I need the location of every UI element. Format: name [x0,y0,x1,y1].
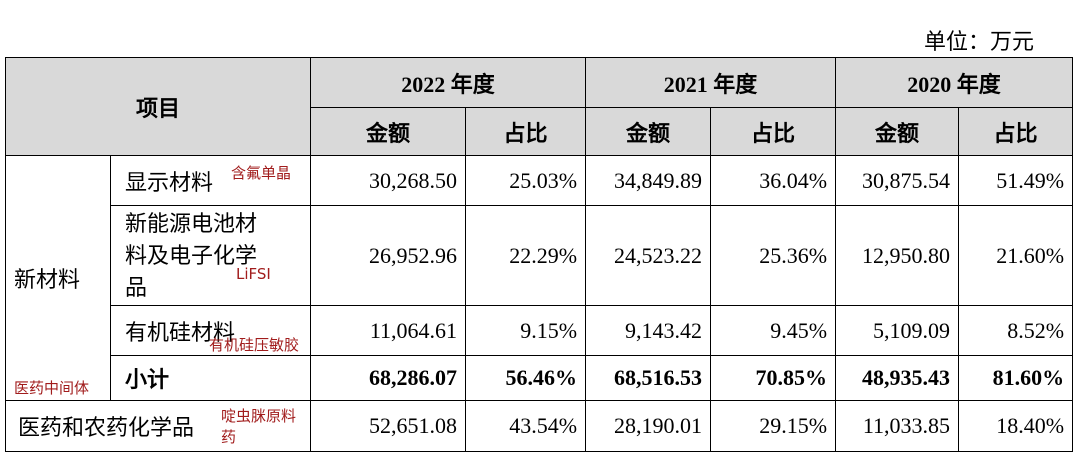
annotation: 含氟单晶 [231,164,292,182]
value-cell: 21.60% [958,205,1074,306]
year-header: 2022 年度 [310,57,587,108]
value-cell: 24,523.22 [585,205,712,306]
value-cell: 8.52% [958,305,1074,356]
table-row: 小计 68,286.07 56.46% 68,516.53 70.85% 48,935.4… [6,355,1074,401]
value-cell: 9.15% [465,305,587,356]
table-row: 新材料 医药中间体 显示材料 含氟单晶 30,268.50 25.03% 34,849.89… [5,155,1074,401]
value-cell: 28,190.01 [585,400,712,452]
annotation: 医药中间体 [14,379,90,397]
value-cell: 25.36% [710,205,837,306]
column-header: 金额 [835,107,960,156]
annotation: 有机硅压敏胶 [209,336,300,354]
annotation: 啶虫脒原料药 [221,407,297,446]
value-cell: 30,875.54 [835,155,960,206]
value-cell: 48,935.43 [835,355,960,401]
value-cell: 30,268.50 [310,155,467,206]
value-cell: 56.46% [465,355,587,401]
value-cell: 9,143.42 [585,305,712,356]
value-cell: 11,064.61 [310,305,467,356]
group-cell: 新材料 医药中间体 [5,155,111,401]
year-header: 2021 年度 [585,57,837,108]
group-label: 新材料 [14,267,81,292]
row-name: 医药和农药化学品 啶虫脒原料药 [4,400,312,452]
row-name: 小计 [109,355,312,401]
table-row: 医药和农药化学品 啶虫脒原料药 52,651.08 43.54% 28,190.01 29… [4,400,1074,452]
value-cell: 11,033.85 [835,400,960,452]
value-cell: 34,849.89 [585,155,712,206]
value-cell: 26,952.96 [310,205,467,306]
value-cell: 22.29% [465,205,587,306]
value-cell: 81.60% [958,355,1074,401]
value-cell: 29.15% [710,400,837,452]
row-label: 有机硅材料 [125,319,236,345]
column-header: 占比 [465,107,587,156]
row-name: 显示材料 含氟单晶 [109,155,312,206]
row-label: 小计 [125,367,170,392]
value-cell: 25.03% [465,155,587,206]
table-row: 有机硅材料 有机硅压敏胶 11,064.61 9.15% 9,143.42 9.45% 5,… [6,305,1074,356]
table-row: 新能源电池材料及电子化学品 LiFSI 26,952.96 22.29% 24,523.… [6,205,1074,306]
row-label: 显示材料 [125,169,214,195]
unit-label: 单位：万元 [923,29,1034,54]
column-header: 金额 [585,107,712,156]
row-label: 新能源电池材料及电子化学品 [125,210,258,300]
column-header: 占比 [958,107,1074,156]
value-cell: 9.45% [710,305,837,356]
data-table: 项目 2022 年度 2021 年度 2020 年度 金额 占比 金额 占比 金额 占比 新材料… [4,57,1074,452]
value-cell: 51.49% [958,155,1074,206]
column-header: 占比 [710,107,837,156]
value-cell: 12,950.80 [835,205,960,306]
year-header: 2020 年度 [835,57,1074,108]
row-label: 医药和农药化学品 [18,415,195,440]
value-cell: 43.54% [465,400,587,452]
value-cell: 52,651.08 [310,400,467,452]
column-header: 金额 [310,107,467,156]
value-cell: 36.04% [710,155,837,206]
row-name: 有机硅材料 有机硅压敏胶 [109,305,312,356]
item-header: 项目 [4,57,312,156]
value-cell: 18.40% [958,400,1074,452]
value-cell: 68,286.07 [310,355,467,401]
value-cell: 68,516.53 [585,355,712,401]
value-cell: 70.85% [710,355,837,401]
value-cell: 5,109.09 [835,305,960,356]
annotation: LiFSI [236,265,271,283]
row-name: 新能源电池材料及电子化学品 LiFSI [109,205,312,306]
